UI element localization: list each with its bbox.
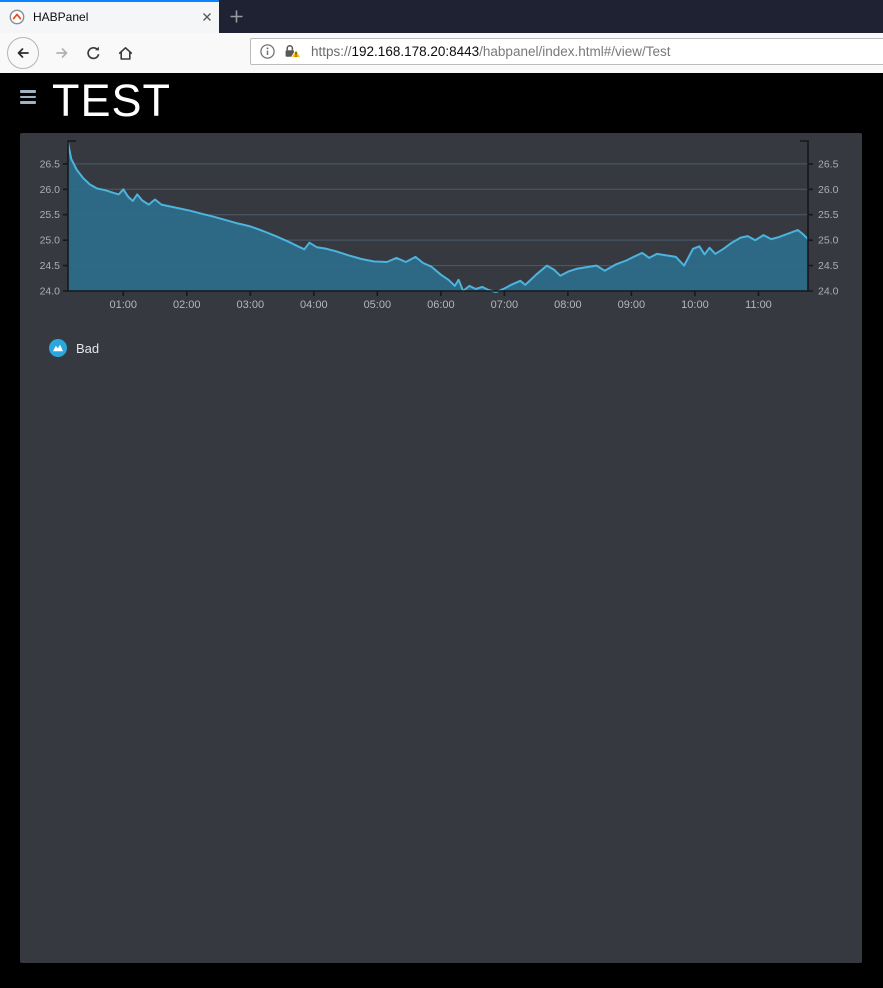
- browser-window: HABPanel: [0, 0, 883, 73]
- tab-close-icon[interactable]: [201, 11, 213, 23]
- y-axis-tick-label: 26.0: [40, 184, 61, 196]
- url-path: /habpanel/index.html#/view/Test: [479, 44, 671, 59]
- url-text: https://192.168.178.20:8443/habpanel/ind…: [311, 44, 671, 59]
- page-info-icon[interactable]: [259, 43, 276, 60]
- x-axis-tick-label: 02:00: [173, 299, 201, 311]
- x-axis-tick-label: 05:00: [364, 299, 392, 311]
- tab-bar: HABPanel: [0, 0, 883, 33]
- openhab-favicon: [9, 9, 25, 24]
- x-axis-tick-label: 04:00: [300, 299, 328, 311]
- series-area: [68, 142, 808, 292]
- legend-series-label: Bad: [76, 340, 100, 356]
- back-button[interactable]: [7, 37, 39, 69]
- active-tab-indicator: [0, 0, 219, 2]
- reload-button[interactable]: [85, 45, 102, 62]
- x-axis-tick-label: 07:00: [491, 299, 519, 311]
- y-axis-tick-label: 24.5: [40, 260, 61, 272]
- hamburger-menu-icon[interactable]: [20, 90, 36, 104]
- dashboard-header: TEST: [0, 73, 883, 133]
- series-line: [67, 142, 809, 293]
- x-axis-tick-label: 08:00: [554, 299, 582, 311]
- reload-icon: [87, 46, 100, 59]
- url-protocol: https://: [311, 44, 352, 59]
- y-axis-tick-label: 25.0: [40, 235, 61, 247]
- x-axis-tick-label: 11:00: [745, 299, 772, 311]
- x-axis-tick-label: 10:00: [681, 299, 709, 311]
- legend-series-icon: [49, 339, 67, 357]
- y-axis-tick-label: 24.5: [818, 260, 839, 272]
- y-axis-tick-label: 25.5: [40, 209, 61, 221]
- chart[interactable]: 24.0 24.0 24.5 24.5 25.0 25.0 25.5 25.5 26.0 26.0…: [20, 133, 862, 319]
- browser-toolbar: https://192.168.178.20:8443/habpanel/ind…: [0, 33, 883, 73]
- chart-widget: 24.0 24.0 24.5 24.5 25.0 25.0 25.5 25.5 26.0 26.0…: [20, 133, 862, 963]
- new-tab-button[interactable]: [219, 0, 253, 33]
- browser-tab[interactable]: HABPanel: [0, 0, 219, 33]
- x-axis-tick-label: 01:00: [109, 299, 137, 311]
- home-icon: [118, 46, 133, 60]
- home-button[interactable]: [117, 45, 134, 62]
- forward-arrow-icon: [56, 48, 68, 58]
- page-title: TEST: [52, 75, 172, 126]
- url-host: 192.168.178.20:8443: [351, 44, 480, 59]
- habpanel-page: TEST 24.0 24.0 24.5 24.5 25.0 25.0 25.5 25.5 26.…: [0, 73, 883, 988]
- y-axis-tick-label: 26.5: [40, 158, 61, 170]
- y-axis-tick-label: 24.0: [818, 286, 839, 298]
- x-axis-tick-label: 09:00: [618, 299, 646, 311]
- insecure-lock-warning-icon[interactable]: [282, 43, 302, 60]
- y-axis-tick-label: 24.0: [40, 286, 61, 298]
- y-axis-tick-label: 26.0: [818, 184, 839, 196]
- x-axis-tick-label: 06:00: [427, 299, 455, 311]
- y-axis-tick-label: 25.5: [818, 209, 839, 221]
- x-axis-tick-label: 03:00: [237, 299, 265, 311]
- chart-legend: Bad: [49, 339, 99, 357]
- y-axis-tick-label: 25.0: [818, 235, 839, 247]
- y-axis-tick-label: 26.5: [818, 158, 839, 170]
- back-arrow-icon: [17, 48, 29, 58]
- forward-button[interactable]: [54, 45, 70, 61]
- tab-title: HABPanel: [33, 9, 89, 24]
- url-bar[interactable]: https://192.168.178.20:8443/habpanel/ind…: [250, 38, 883, 65]
- chart-axes: [63, 140, 813, 296]
